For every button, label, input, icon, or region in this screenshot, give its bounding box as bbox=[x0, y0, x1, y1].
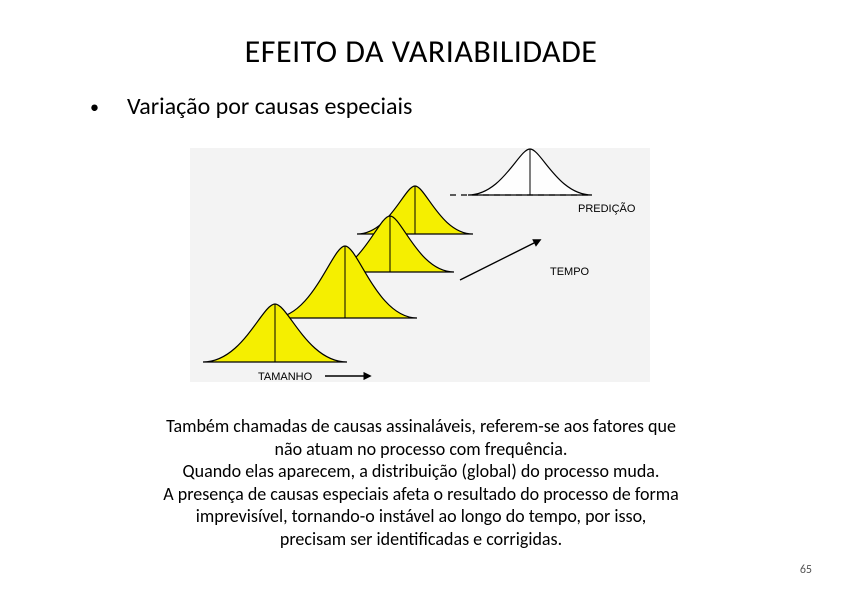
svg-text:TAMANHO: TAMANHO bbox=[258, 371, 313, 383]
body-line-6: precisam ser identificadas e corrigidas. bbox=[280, 528, 562, 550]
body-text: Também chamadas de causas assinaláveis, … bbox=[60, 415, 782, 550]
diagram-svg: PREDIÇÃO TEMPO TAMANHO bbox=[180, 140, 660, 390]
body-line-1: Também chamadas de causas assinaláveis, … bbox=[166, 415, 676, 437]
svg-text:PREDIÇÃO: PREDIÇÃO bbox=[578, 202, 636, 215]
body-line-2: não atuam no processo com frequência. bbox=[275, 438, 568, 460]
body-line-3: Quando elas aparecem, a distribuição (gl… bbox=[183, 460, 660, 482]
page-title: EFEITO DA VARIABILIDADE bbox=[0, 32, 842, 71]
variability-diagram: PREDIÇÃO TEMPO TAMANHO bbox=[180, 140, 660, 390]
page-number: 65 bbox=[800, 563, 812, 577]
subtitle: Variação por causas especiais bbox=[127, 92, 412, 121]
bullet-marker: • bbox=[90, 96, 99, 118]
svg-text:TEMPO: TEMPO bbox=[550, 266, 590, 278]
body-line-5: imprevisível, tornando-o instável ao lon… bbox=[196, 505, 646, 527]
bullet-row: • Variação por causas especiais bbox=[90, 92, 412, 121]
body-line-4: A presença de causas especiais afeta o r… bbox=[163, 483, 678, 505]
